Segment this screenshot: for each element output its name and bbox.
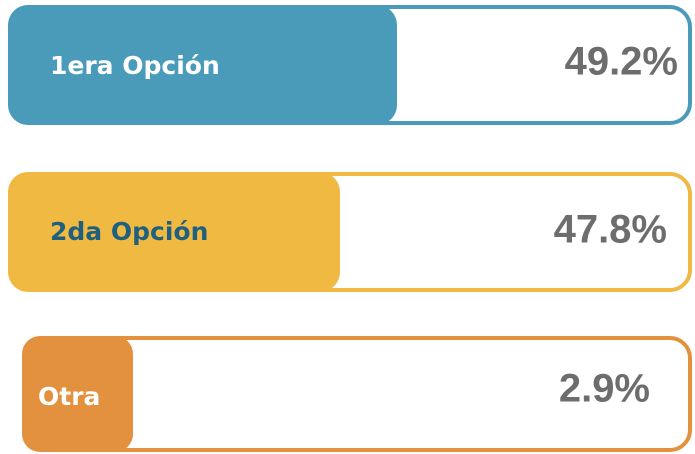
option-row: Otra 2.9%	[22, 336, 692, 452]
option-label: 1era Opción	[50, 51, 220, 80]
row-color-block	[8, 5, 397, 125]
row-color-block	[8, 172, 340, 292]
option-row: 2da Opción 47.8%	[8, 172, 692, 292]
row-color-block	[22, 336, 133, 452]
option-value: 2.9%	[559, 367, 650, 411]
option-value: 47.8%	[554, 208, 667, 252]
option-row: 1era Opción 49.2%	[8, 5, 692, 125]
option-label: 2da Opción	[50, 217, 208, 246]
option-label: Otra	[38, 382, 100, 411]
option-value: 49.2%	[565, 40, 678, 84]
